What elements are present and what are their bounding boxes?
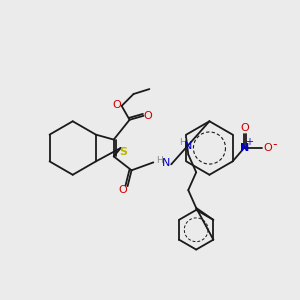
Text: O: O	[263, 142, 272, 152]
Text: O: O	[118, 185, 127, 195]
Text: O: O	[240, 123, 249, 133]
Text: O: O	[143, 111, 152, 121]
Text: N: N	[162, 158, 171, 168]
Text: O: O	[112, 100, 121, 110]
Text: +: +	[245, 136, 253, 147]
Text: -: -	[272, 138, 277, 151]
Text: H: H	[156, 156, 163, 165]
Text: H: H	[179, 138, 186, 147]
Text: N: N	[240, 142, 249, 152]
Text: S: S	[120, 147, 128, 157]
Text: N: N	[184, 140, 192, 151]
